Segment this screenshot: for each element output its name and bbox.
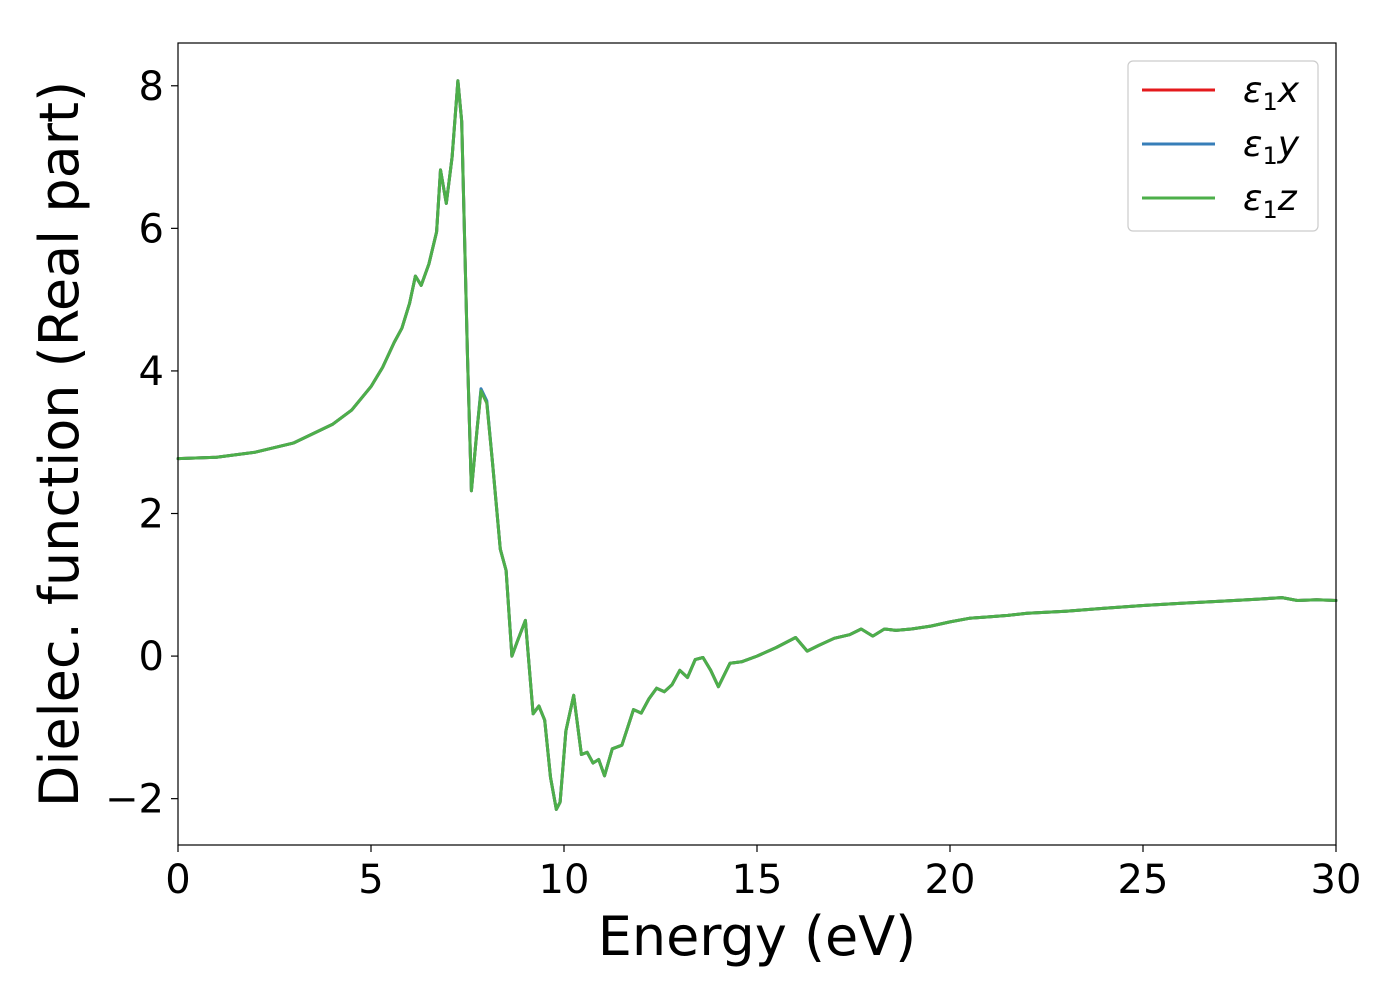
x-tick-label: 25 — [1118, 857, 1169, 903]
x-tick-label: 5 — [358, 857, 383, 903]
legend-label-2: ε1y — [1243, 124, 1300, 170]
y-tick-label: 8 — [139, 64, 164, 110]
legend-box — [1127, 60, 1319, 232]
legend-label-1: ε1x — [1243, 70, 1300, 116]
y-tick-label: 4 — [139, 349, 164, 395]
legend: ε1x ε1y ε1z — [1127, 60, 1319, 232]
x-tick-label: 10 — [539, 857, 590, 903]
y-axis-label: Dielec. function (Real part) — [28, 81, 91, 807]
legend-label-3: ε1z — [1243, 178, 1298, 224]
x-axis-label: Energy (eV) — [598, 905, 917, 968]
x-tick-label: 15 — [732, 857, 783, 903]
x-tick-label: 30 — [1311, 857, 1362, 903]
y-tick-label: 6 — [139, 206, 164, 252]
series-line-3 — [176, 79, 1338, 811]
x-tick-label: 20 — [925, 857, 976, 903]
y-axis: −2 0 2 4 6 8 — [105, 64, 178, 823]
y-tick-label: −2 — [105, 777, 164, 823]
y-tick-label: 0 — [139, 634, 164, 680]
x-axis: 0 5 10 15 20 25 30 — [165, 845, 1361, 903]
y-tick-label: 2 — [139, 492, 164, 538]
x-tick-label: 0 — [165, 857, 190, 903]
series-layer — [176, 79, 1338, 811]
